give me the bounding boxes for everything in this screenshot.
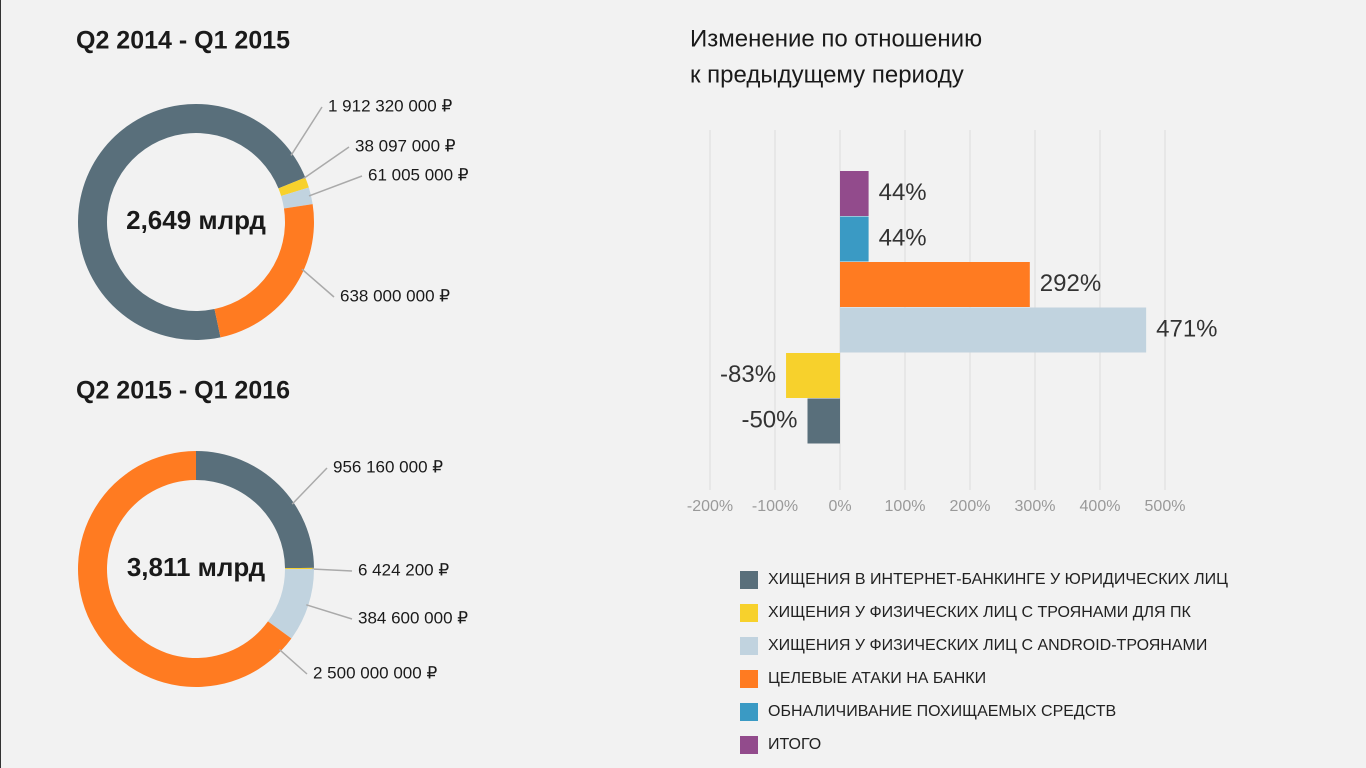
leader-line xyxy=(311,568,353,572)
slice-label: 61 005 000 ₽ xyxy=(368,165,469,184)
legend-swatch xyxy=(740,736,758,754)
leader-line xyxy=(278,649,308,675)
leader-line xyxy=(306,604,353,620)
legend-label: ХИЩЕНИЯ В ИНТЕРНЕТ-БАНКИНГЕ У ЮРИДИЧЕСКИ… xyxy=(768,571,1228,588)
donut-slice xyxy=(196,451,314,569)
legend-swatch xyxy=(740,571,758,589)
leader-line xyxy=(308,175,363,197)
x-tick-label: 0% xyxy=(828,498,851,515)
legend-label: ХИЩЕНИЯ У ФИЗИЧЕСКИХ ЛИЦ С ТРОЯНАМИ ДЛЯ … xyxy=(768,604,1192,621)
bar-value-label: -50% xyxy=(741,407,797,434)
legend-swatch xyxy=(740,604,758,622)
slice-label: 384 600 000 ₽ xyxy=(358,608,468,627)
donut-slice xyxy=(284,567,314,570)
leader-line xyxy=(290,106,323,156)
bar xyxy=(786,353,840,398)
bar xyxy=(840,262,1030,307)
slice-label: 38 097 000 ₽ xyxy=(355,136,456,155)
bar-value-label: 471% xyxy=(1156,316,1217,343)
x-tick-label: 500% xyxy=(1145,498,1186,515)
leader-line xyxy=(291,467,328,505)
x-tick-label: -100% xyxy=(752,498,798,515)
x-tick-label: 200% xyxy=(950,498,991,515)
x-tick-label: 300% xyxy=(1015,498,1056,515)
slice-label: 6 424 200 ₽ xyxy=(358,560,449,579)
donut-center-label: 3,811 млрд xyxy=(127,552,266,582)
leader-line xyxy=(303,146,350,180)
legend-label: ХИЩЕНИЯ У ФИЗИЧЕСКИХ ЛИЦ С ANDROID-ТРОЯН… xyxy=(768,637,1207,654)
slice-label: 1 912 320 000 ₽ xyxy=(328,96,452,115)
slice-label: 956 160 000 ₽ xyxy=(333,457,443,476)
bar xyxy=(840,216,869,262)
bar-value-label: 292% xyxy=(1040,270,1101,297)
legend-label: ОБНАЛИЧИВАНИЕ ПОХИЩАЕМЫХ СРЕДСТВ xyxy=(768,703,1116,720)
slice-label: 638 000 000 ₽ xyxy=(340,286,450,305)
legend-swatch xyxy=(740,637,758,655)
x-tick-label: 400% xyxy=(1080,498,1121,515)
bar xyxy=(840,307,1147,353)
donut-center-label: 2,649 млрд xyxy=(126,205,266,235)
donut-title: Q2 2014 - Q1 2015 xyxy=(76,27,290,55)
bar xyxy=(840,171,869,216)
legend-swatch xyxy=(740,670,758,688)
donut-slice xyxy=(281,187,313,209)
legend-label: ИТОГО xyxy=(768,736,821,753)
donut-slice xyxy=(267,569,314,639)
x-tick-label: -200% xyxy=(687,498,733,515)
x-tick-label: 100% xyxy=(885,498,926,515)
bar-value-label: 44% xyxy=(879,179,927,206)
bar-value-label: -83% xyxy=(720,361,776,388)
donut-title: Q2 2015 - Q1 2016 xyxy=(76,377,290,405)
leader-line xyxy=(301,268,335,298)
legend-label: ЦЕЛЕВЫЕ АТАКИ НА БАНКИ xyxy=(768,670,986,687)
bar-value-label: 44% xyxy=(879,225,927,252)
chart-title: Изменение по отношению xyxy=(690,25,982,52)
legend-swatch xyxy=(740,703,758,721)
slice-label: 2 500 000 000 ₽ xyxy=(313,663,437,682)
donut-slice xyxy=(214,204,314,338)
bar xyxy=(807,398,840,444)
donut-slice xyxy=(278,177,309,197)
chart-title: к предыдущему периоду xyxy=(690,61,964,88)
